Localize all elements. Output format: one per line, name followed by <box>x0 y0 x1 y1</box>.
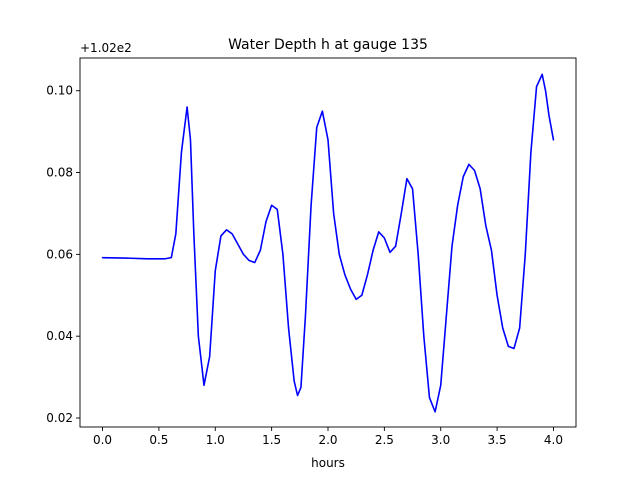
series-line-0 <box>101 73 555 413</box>
x-axis-label: hours <box>311 456 345 470</box>
x-tick-label: 3.5 <box>488 433 507 447</box>
y-tick-label: 0.10 <box>46 84 73 98</box>
chart-text: Water Depth h at gauge 135 hours +1.02e2 <box>80 37 428 470</box>
x-tick-label: 4.0 <box>544 433 563 447</box>
axes: 0.0 0.5 1.0 1.5 2.0 2.5 3.0 3.5 4.0 0.02 0.04 0.06 0… <box>46 57 577 447</box>
y-tick-label: 0.08 <box>46 166 73 180</box>
x-tick-label: 2.0 <box>318 433 337 447</box>
y-tick-label: 0.06 <box>46 247 73 261</box>
y-tick-label: 0.04 <box>46 329 73 343</box>
axes-frame <box>79 57 577 428</box>
x-tick-label: 1.0 <box>206 433 225 447</box>
x-tick-label: 0.5 <box>149 433 168 447</box>
x-tick-label: 0.0 <box>93 433 112 447</box>
x-tick-label: 3.0 <box>431 433 450 447</box>
y-axis-offset-label: +1.02e2 <box>80 41 132 55</box>
x-tick-label: 2.5 <box>375 433 394 447</box>
plot-area <box>101 73 555 413</box>
chart-title: Water Depth h at gauge 135 <box>228 37 428 53</box>
y-tick-label: 0.02 <box>46 411 73 425</box>
x-tick-label: 1.5 <box>262 433 281 447</box>
